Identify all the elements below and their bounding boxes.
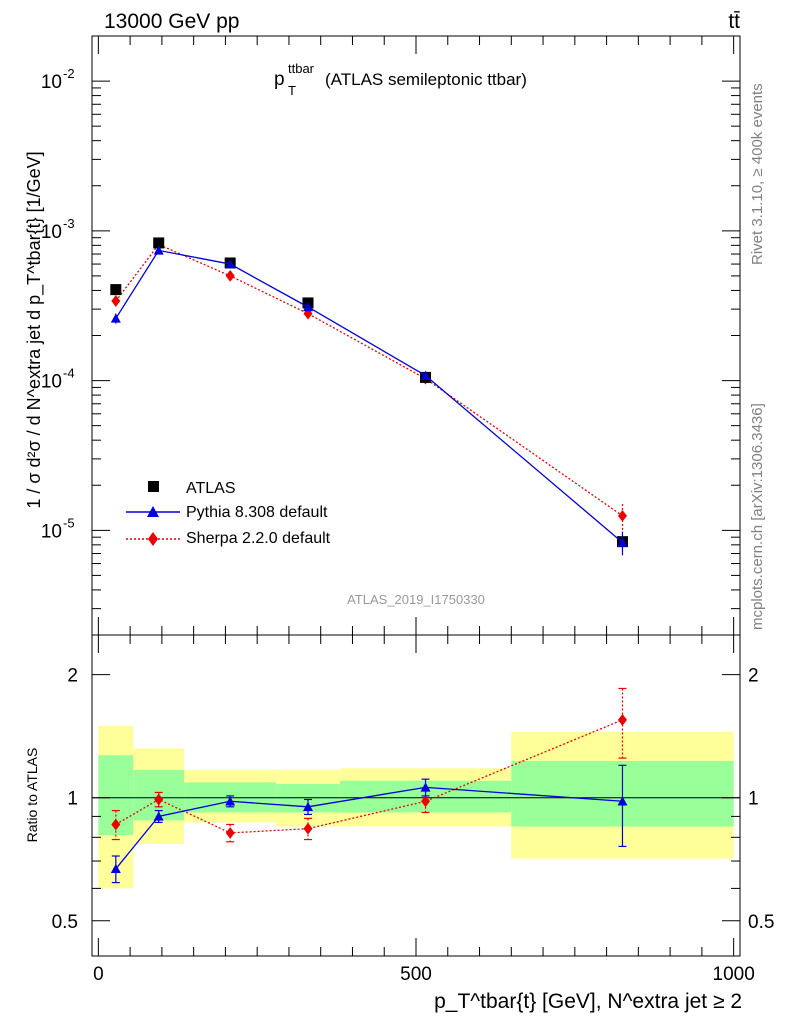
ratio-pythia-line: [115, 786, 623, 870]
pythia-point: [420, 370, 431, 380]
legend: ATLAS Pythia 8.308 default Sherpa 2.2.0 …: [126, 480, 331, 547]
pythia-point: [225, 259, 236, 269]
ratio-pythia-point: [110, 863, 121, 874]
pythia-point: [303, 301, 313, 312]
ratio-pythia-point: [303, 801, 313, 812]
main-ytick-label-base: 10: [41, 521, 62, 542]
ratio-frame: [91, 634, 741, 957]
main-ylabel: 1 / σ d²σ / d N^extra jet d p_T^tbar{t} …: [24, 151, 45, 508]
mcplots-label: mcplots.cern.ch [arXiv:1306.3436]: [749, 403, 766, 630]
main-ytick-label-exp: -5: [63, 515, 75, 530]
title-sub: T: [288, 83, 296, 98]
header-process: tt̄: [728, 10, 740, 33]
sherpa-point: [617, 509, 627, 522]
legend-pythia-marker: [147, 506, 159, 517]
pythia-line: [115, 249, 623, 543]
analysis-id: ATLAS_2019_I1750330: [347, 592, 485, 607]
ratio-pythia-point: [420, 782, 431, 792]
atlas-point: [153, 237, 165, 249]
atlas-point: [110, 284, 122, 296]
sherpa-line: [115, 243, 623, 517]
ratio-sherpa-point: [154, 793, 164, 806]
ratio-pythia-point: [617, 796, 628, 806]
xtick-label: 1000: [713, 964, 755, 985]
legend-atlas-label: ATLAS: [186, 480, 236, 497]
main-ytick-label-base: 10: [41, 372, 62, 393]
pythia-point: [153, 245, 164, 255]
title-rest: (ATLAS semileptonic ttbar): [325, 70, 527, 89]
ratio-sherpa-point: [225, 827, 235, 839]
xtick-label: 0: [93, 964, 104, 985]
ratio-sherpa-line: [115, 719, 623, 834]
ratio-pythia-point: [153, 811, 164, 821]
ratio-ytick-label-left: 0.5: [52, 912, 78, 933]
ratio-bands: [92, 725, 740, 889]
ratio-sherpa-point: [421, 795, 431, 808]
legend-atlas-marker: [148, 481, 159, 492]
header-energy: 13000 GeV pp: [104, 10, 239, 33]
rivet-label: Rivet 3.1.10, ≥ 400k events: [749, 83, 766, 265]
pythia-point: [110, 313, 121, 323]
sherpa-point: [111, 295, 121, 307]
main-title: p T ttbar (ATLAS semileptonic ttbar): [274, 61, 527, 98]
ratio-ytick-label-left: 1: [67, 789, 78, 810]
pythia-point: [617, 537, 628, 547]
main-ytick-label-exp: -2: [63, 66, 75, 81]
title-sup: ttbar: [288, 61, 315, 76]
sherpa-point: [303, 307, 313, 320]
xtick-label: 500: [400, 964, 432, 985]
legend-pythia-label: Pythia 8.308 default: [186, 504, 328, 521]
legend-sherpa-label: Sherpa 2.2.0 default: [186, 530, 331, 547]
ratio-ytick-label-right: 2: [748, 666, 759, 687]
ratio-ylabel: Ratio to ATLAS: [24, 748, 40, 843]
main-data: [110, 237, 628, 556]
xaxis-label-text: p_T^tbar{t} [GeV], N^extra jet ≥ 2: [434, 990, 742, 1013]
legend-sherpa-marker: [148, 532, 158, 546]
ratio-ytick-label-right: 0.5: [748, 912, 774, 933]
ratio-sherpa-point: [303, 822, 313, 835]
ratio-ytick-label-left: 2: [67, 666, 78, 687]
xaxis-label: p_T^tbar{t} [GeV], N^extra jet ≥ 2: [434, 990, 742, 1013]
main-ytick-label-exp: -3: [63, 216, 75, 231]
sherpa-point: [225, 270, 235, 282]
title-p: p: [274, 69, 285, 90]
ratio-ytick-label-right: 1: [748, 789, 759, 810]
ratio-pythia-point: [225, 796, 236, 806]
ratio-sherpa-point: [617, 714, 627, 726]
main-ytick-label-base: 10: [41, 72, 62, 93]
main-ytick-label-base: 10: [41, 222, 62, 243]
main-ytick-label-exp: -4: [63, 366, 75, 381]
ratio-sherpa-point: [111, 818, 121, 831]
ratio-data: [110, 687, 628, 884]
